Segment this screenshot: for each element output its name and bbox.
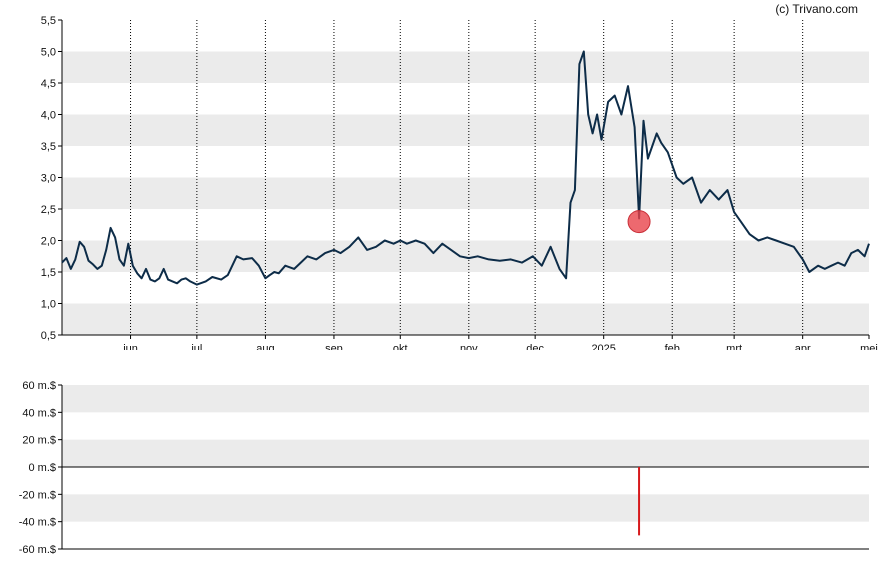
y-tick-label: 3,5 [41, 141, 56, 153]
credit-label: (c) Trivano.com [775, 2, 858, 16]
x-tick-label: mrt [726, 343, 742, 350]
x-tick-label: aug [256, 343, 274, 350]
price-line [61, 50, 870, 286]
y-tick-label: 4,0 [41, 110, 56, 122]
volume-grid-band [62, 385, 869, 413]
x-tick-label: feb [665, 343, 680, 350]
volume-y-tick-label: 40 m.$ [22, 407, 56, 419]
y-tick-label: 5,5 [41, 15, 56, 27]
volume-grid-band [62, 439, 869, 467]
volume-y-tick-label: 60 m.$ [22, 380, 56, 392]
x-tick-label: apr [795, 343, 811, 350]
y-tick-label: 5,0 [41, 47, 56, 59]
x-tick-label: mei [860, 343, 878, 350]
x-tick-label: okt [393, 343, 408, 350]
x-tick-label: jun [122, 343, 138, 350]
price-chart: 0,5 1,0 1,5 2,0 2,5 3,0 3,5 4,0 4,5 5,0 5,5 jun jul a… [41, 2, 878, 350]
volume-y-tick-label: 0 m.$ [28, 462, 56, 474]
x-tick-label: 2025 [591, 343, 615, 350]
x-tick-label: dec [526, 343, 544, 350]
y-tick-label: 0,5 [41, 330, 56, 342]
y-tick-label: 2,5 [41, 204, 56, 216]
y-tick-label: 4,5 [41, 78, 56, 90]
y-tick-label: 1,5 [41, 267, 56, 279]
volume-y-tick-label: -40 m.$ [19, 517, 56, 529]
y-tick-label: 1,0 [41, 299, 56, 311]
volume-y-tick-label: 20 m.$ [22, 435, 56, 447]
event-marker [627, 210, 651, 234]
x-tick-label: jul [190, 343, 202, 350]
y-tick-label: 3,0 [41, 173, 56, 185]
y-tick-label: 2,0 [41, 236, 56, 248]
volume-y-tick-label: -20 m.$ [19, 489, 56, 501]
volume-grid-band [62, 494, 869, 522]
x-tick-label: sep [325, 343, 343, 350]
x-tick-label: nov [460, 343, 478, 350]
volume-y-tick-label: -60 m.$ [19, 544, 56, 556]
